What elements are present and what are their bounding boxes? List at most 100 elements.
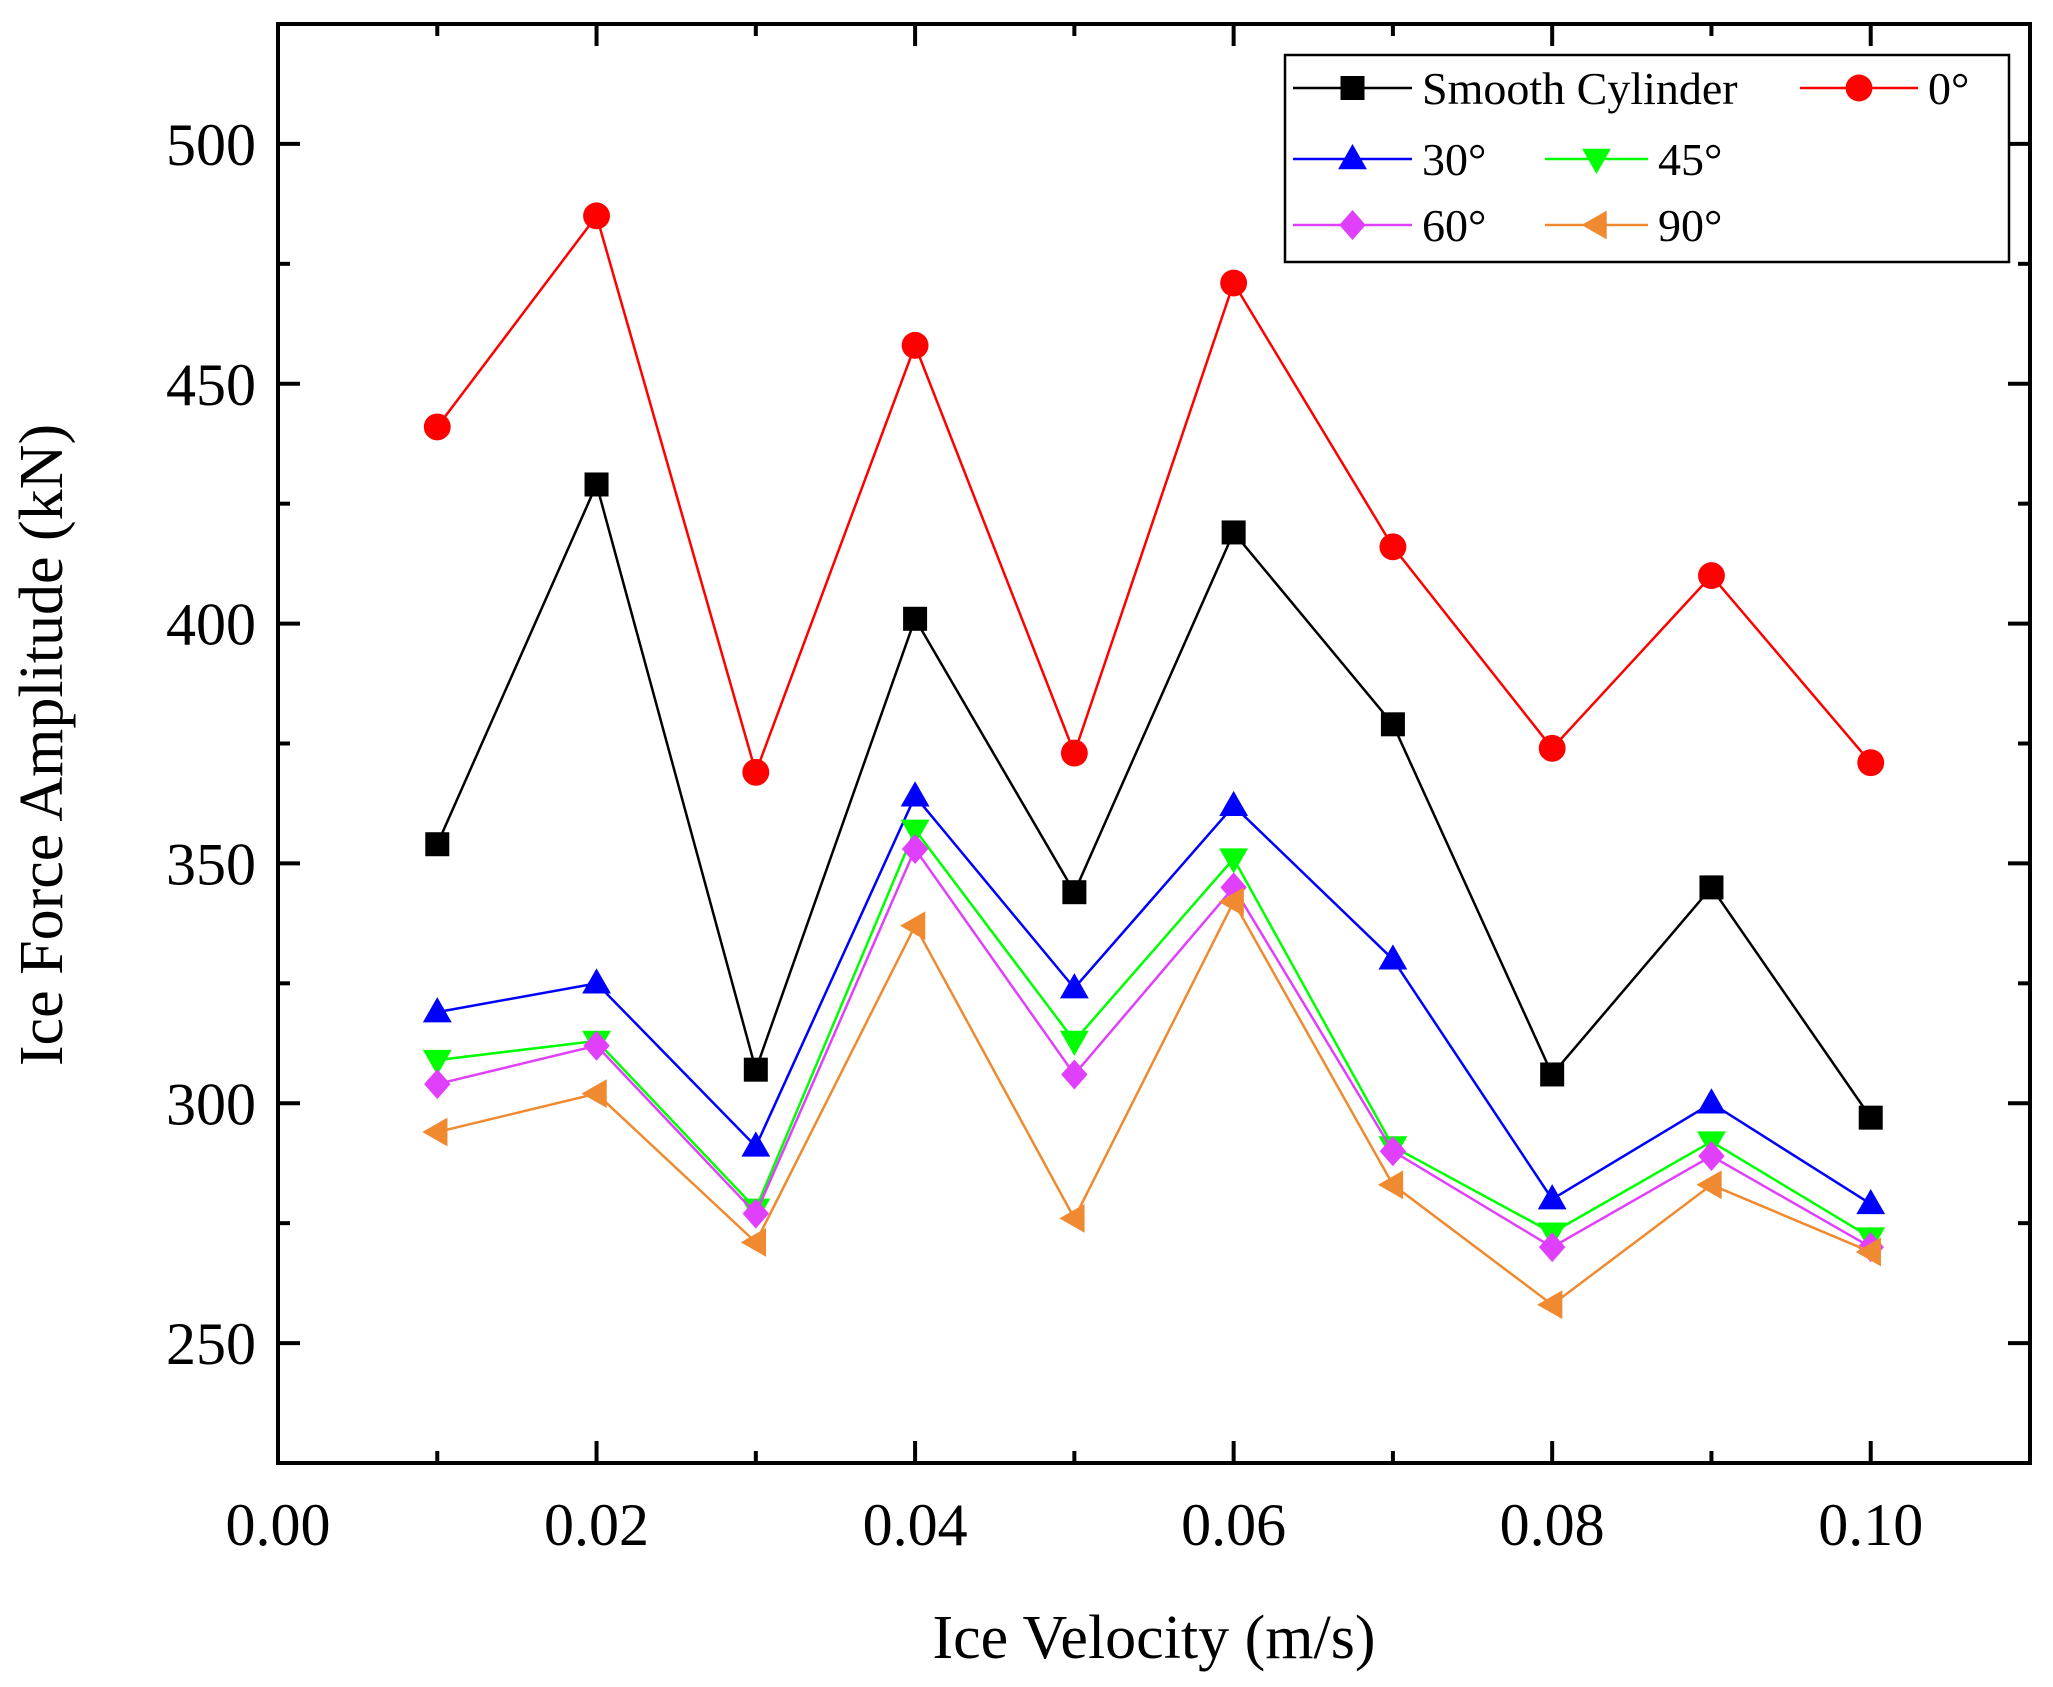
data-point	[1537, 1184, 1567, 1210]
legend-marker	[1582, 148, 1611, 174]
series-line	[436, 480, 1872, 1119]
data-point	[1218, 887, 1244, 917]
data-point	[1857, 749, 1885, 777]
legend-label: 0°	[1928, 63, 1969, 114]
y-tick-label: 400	[166, 592, 256, 658]
legend-entry: 45°	[1545, 134, 1722, 185]
data-point	[1858, 1105, 1883, 1130]
legend-marker	[1581, 210, 1607, 240]
data-point	[1220, 269, 1248, 297]
x-tick-label: 0.08	[1500, 1492, 1605, 1558]
series-line	[436, 899, 1872, 1307]
x-tick-label: 0.06	[1181, 1492, 1286, 1558]
data-point	[583, 1030, 610, 1061]
series-4	[424, 834, 1884, 1263]
data-point	[1378, 944, 1408, 970]
data-point	[741, 1131, 771, 1157]
legend-entry: 90°	[1545, 200, 1722, 251]
legend-label: 45°	[1658, 134, 1722, 185]
data-point	[1380, 712, 1405, 737]
legend-label: 60°	[1422, 200, 1486, 251]
data-point	[742, 758, 770, 786]
data-point	[903, 606, 928, 631]
series-line	[436, 213, 1872, 777]
legend-entry: 0°	[1800, 63, 1969, 114]
legend-marker	[1338, 144, 1367, 170]
series-1	[423, 202, 1885, 786]
legend-entry: 30°	[1293, 134, 1486, 185]
data-point	[1062, 880, 1087, 905]
series-line	[436, 846, 1872, 1249]
x-tick-label: 0.10	[1818, 1492, 1923, 1558]
data-point	[582, 968, 611, 994]
data-point	[740, 1227, 767, 1257]
series-line	[437, 793, 1872, 1206]
data-point	[900, 911, 926, 941]
data-point	[1060, 739, 1088, 767]
data-point	[900, 819, 930, 845]
legend-label: Smooth Cylinder	[1422, 63, 1738, 114]
data-point	[1059, 973, 1089, 999]
legend-marker	[1339, 210, 1366, 240]
data-point	[1540, 1062, 1565, 1087]
legend-entry: Smooth Cylinder	[1293, 63, 1738, 114]
series-layer	[422, 202, 1886, 1320]
data-point	[1537, 1290, 1563, 1320]
data-point	[1698, 1141, 1725, 1172]
data-point	[743, 1057, 768, 1082]
x-tick-label: 0.00	[226, 1492, 331, 1558]
data-point	[425, 832, 450, 857]
y-axis-title: Ice Force Amplitude (kN)	[8, 424, 76, 1066]
data-point	[1061, 1059, 1088, 1090]
legend-label: 90°	[1658, 200, 1722, 251]
x-tick-label: 0.02	[544, 1492, 649, 1558]
series-5	[422, 887, 1881, 1320]
data-point	[1219, 790, 1249, 817]
data-point	[1219, 848, 1249, 874]
data-point	[581, 1079, 607, 1109]
series-2	[422, 781, 1886, 1215]
data-point	[901, 331, 929, 359]
data-point	[1538, 1232, 1566, 1263]
data-point	[900, 781, 930, 807]
x-axis-title: Ice Velocity (m/s)	[932, 1604, 1375, 1672]
data-point	[1221, 520, 1246, 545]
data-point	[1696, 1170, 1722, 1200]
y-tick-label: 300	[166, 1071, 256, 1137]
data-point	[422, 1117, 448, 1147]
data-point	[1059, 1030, 1089, 1056]
data-point	[901, 834, 929, 865]
data-point	[422, 1049, 452, 1076]
data-point	[583, 202, 610, 230]
data-point	[742, 1198, 770, 1229]
y-tick-label: 450	[166, 352, 256, 418]
y-tick-label: 250	[166, 1311, 256, 1377]
data-point	[1377, 1170, 1404, 1200]
data-point	[1379, 1136, 1407, 1167]
y-tick-label: 350	[166, 831, 256, 897]
data-point	[1856, 1188, 1886, 1215]
legend-entry: 60°	[1293, 200, 1486, 251]
series-0	[425, 472, 1883, 1130]
legend: Smooth Cylinder 0° 30° 45° 60° 90°	[1283, 53, 2011, 264]
data-point	[584, 472, 609, 497]
data-point	[423, 413, 451, 441]
axis-ticks: 0.00 0.02 0.04 0.06 0.08 0.10 250 300 350 400 450 5…	[166, 24, 2030, 1558]
data-point	[1538, 734, 1566, 762]
data-point	[1699, 875, 1724, 900]
legend-marker	[1845, 74, 1873, 102]
legend-label: 30°	[1422, 134, 1486, 185]
data-point	[422, 997, 452, 1023]
y-tick-label: 500	[166, 112, 256, 178]
data-point	[1059, 1203, 1085, 1233]
legend-marker	[1340, 76, 1365, 100]
data-point	[1697, 1088, 1726, 1114]
x-tick-label: 0.04	[863, 1492, 968, 1558]
data-point	[1855, 1237, 1881, 1267]
data-point	[1379, 533, 1407, 561]
data-point	[424, 1069, 451, 1100]
data-point	[1698, 562, 1725, 590]
series-line	[437, 827, 1872, 1239]
